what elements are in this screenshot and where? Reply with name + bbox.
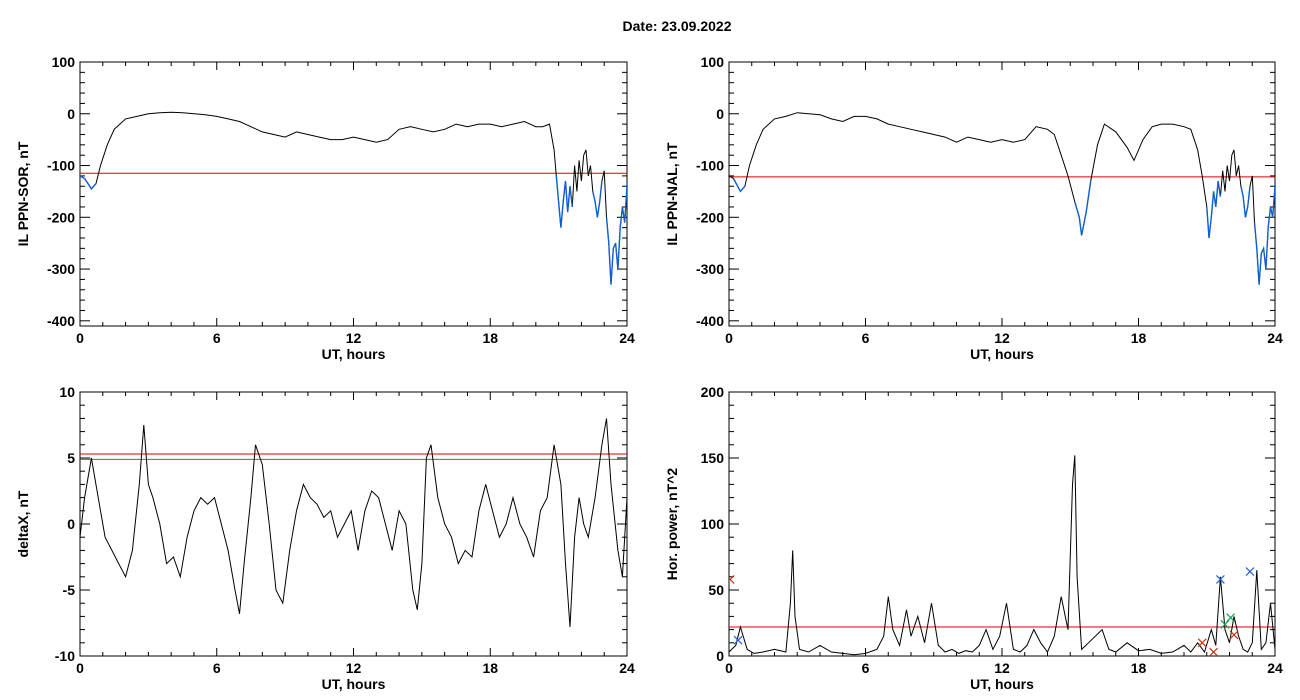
x-tick-label: 0: [76, 660, 84, 676]
x-tick-label: 18: [1131, 660, 1147, 676]
series-line: [729, 455, 1275, 656]
x-tick-label: 12: [994, 660, 1010, 676]
chart-hor-power: 0 6 12 18 24 0 50 100 150 200 UT, hours Hor. power,…: [664, 384, 1283, 692]
y-tick-label: 200: [701, 384, 725, 400]
y-axis-label: IL PPN-SOR, nT: [15, 141, 31, 246]
y-tick-label: -200: [47, 209, 75, 225]
y-tick-label: -5: [63, 582, 76, 598]
x-marker-stroke: [1245, 567, 1255, 576]
x-marker: [1226, 613, 1236, 623]
x-marker: [1215, 575, 1225, 584]
y-tick-label: 0: [716, 648, 724, 664]
x-tick-label: 24: [1267, 330, 1283, 346]
x-marker: [729, 575, 735, 584]
x-axis-label: UT, hours: [322, 346, 386, 362]
x-marker: [1197, 638, 1207, 648]
x-tick-label: 6: [213, 660, 221, 676]
x-tick-label: 0: [76, 330, 84, 346]
x-tick-label: 12: [346, 330, 362, 346]
y-tick-label: 100: [52, 54, 76, 70]
y-tick-label: -100: [696, 158, 724, 174]
x-tick-label: 12: [346, 660, 362, 676]
plot-frame: [79, 61, 628, 327]
x-marker-stroke: [1209, 647, 1218, 656]
exceed-segment: [592, 181, 603, 218]
plot-frame: [728, 391, 1276, 657]
x-axis-label: UT, hours: [970, 676, 1034, 692]
chart-deltax: 0 6 12 18 24 -10 -5 0 5 10 UT, hours deltaX, nT: [15, 384, 635, 692]
series-line: [80, 111, 627, 285]
exceed-segment: [1253, 186, 1275, 285]
series-line: [729, 112, 1275, 285]
plot-area: [80, 111, 627, 285]
y-tick-label: -200: [696, 209, 724, 225]
y-tick-label: 150: [701, 450, 725, 466]
y-tick-label: -300: [47, 261, 75, 277]
x-axis-label: UT, hours: [970, 346, 1034, 362]
x-tick-label: 12: [994, 330, 1010, 346]
series-line: [80, 418, 627, 628]
x-tick-label: 6: [862, 660, 870, 676]
y-axis-label: Hor. power, nT^2: [664, 468, 680, 581]
exceed-segment: [1240, 186, 1251, 218]
x-tick-label: 0: [725, 660, 733, 676]
x-marker-stroke: [1197, 638, 1207, 648]
x-tick-label: 0: [725, 330, 733, 346]
y-tick-label: -10: [55, 648, 75, 664]
y-tick-label: -100: [47, 158, 75, 174]
y-tick-label: 0: [716, 106, 724, 122]
y-tick-label: 0: [67, 516, 75, 532]
x-tick-label: 24: [619, 330, 635, 346]
y-tick-label: -400: [696, 313, 724, 329]
plot-area: [729, 112, 1275, 285]
x-tick-label: 24: [1267, 660, 1283, 676]
x-marker: [733, 635, 743, 645]
x-tick-label: 6: [862, 330, 870, 346]
y-axis-label: deltaX, nT: [15, 490, 31, 557]
exceed-segment: [605, 186, 627, 285]
y-tick-label: 10: [59, 384, 75, 400]
y-tick-label: -400: [47, 313, 75, 329]
y-tick-label: 5: [67, 450, 75, 466]
y-tick-label: 100: [701, 54, 725, 70]
x-marker-stroke: [1215, 575, 1225, 584]
y-tick-label: 100: [701, 516, 725, 532]
exceed-segment: [1074, 180, 1092, 236]
chart-ppn-nal: 0 6 12 18 24 -400 -300 -200 -100 0 100 UT, hours IL …: [664, 54, 1283, 362]
x-marker: [1245, 567, 1255, 576]
exceed-segment: [555, 175, 573, 228]
chart-ppn-sor: 0 6 12 18 24 -400 -300 -200 -100 0 100 UT, hours IL …: [15, 54, 635, 362]
x-marker-stroke: [1226, 613, 1236, 623]
y-tick-label: 50: [708, 582, 724, 598]
x-marker: [1209, 647, 1218, 656]
exceed-segment: [80, 175, 97, 190]
x-tick-label: 18: [1131, 330, 1147, 346]
x-marker-stroke: [729, 575, 735, 582]
x-axis-label: UT, hours: [322, 676, 386, 692]
x-tick-label: 18: [482, 660, 498, 676]
plot-frame: [728, 61, 1276, 327]
y-axis-label: IL PPN-NAL, nT: [664, 142, 680, 246]
plot-area: [80, 418, 627, 628]
y-tick-label: 0: [67, 106, 75, 122]
x-marker-stroke: [733, 635, 743, 645]
date-title: Date: 23.09.2022: [622, 18, 732, 34]
exceed-segment: [732, 178, 746, 193]
x-marker: [1220, 619, 1230, 629]
x-tick-label: 18: [482, 330, 498, 346]
x-marker: [1229, 630, 1239, 640]
plot-area: [729, 455, 1275, 656]
y-tick-label: -300: [696, 261, 724, 277]
exceed-segment: [1206, 180, 1222, 239]
x-tick-label: 24: [619, 660, 635, 676]
x-marker-stroke: [1220, 619, 1230, 629]
x-marker-stroke: [1229, 630, 1239, 640]
x-tick-label: 6: [213, 330, 221, 346]
